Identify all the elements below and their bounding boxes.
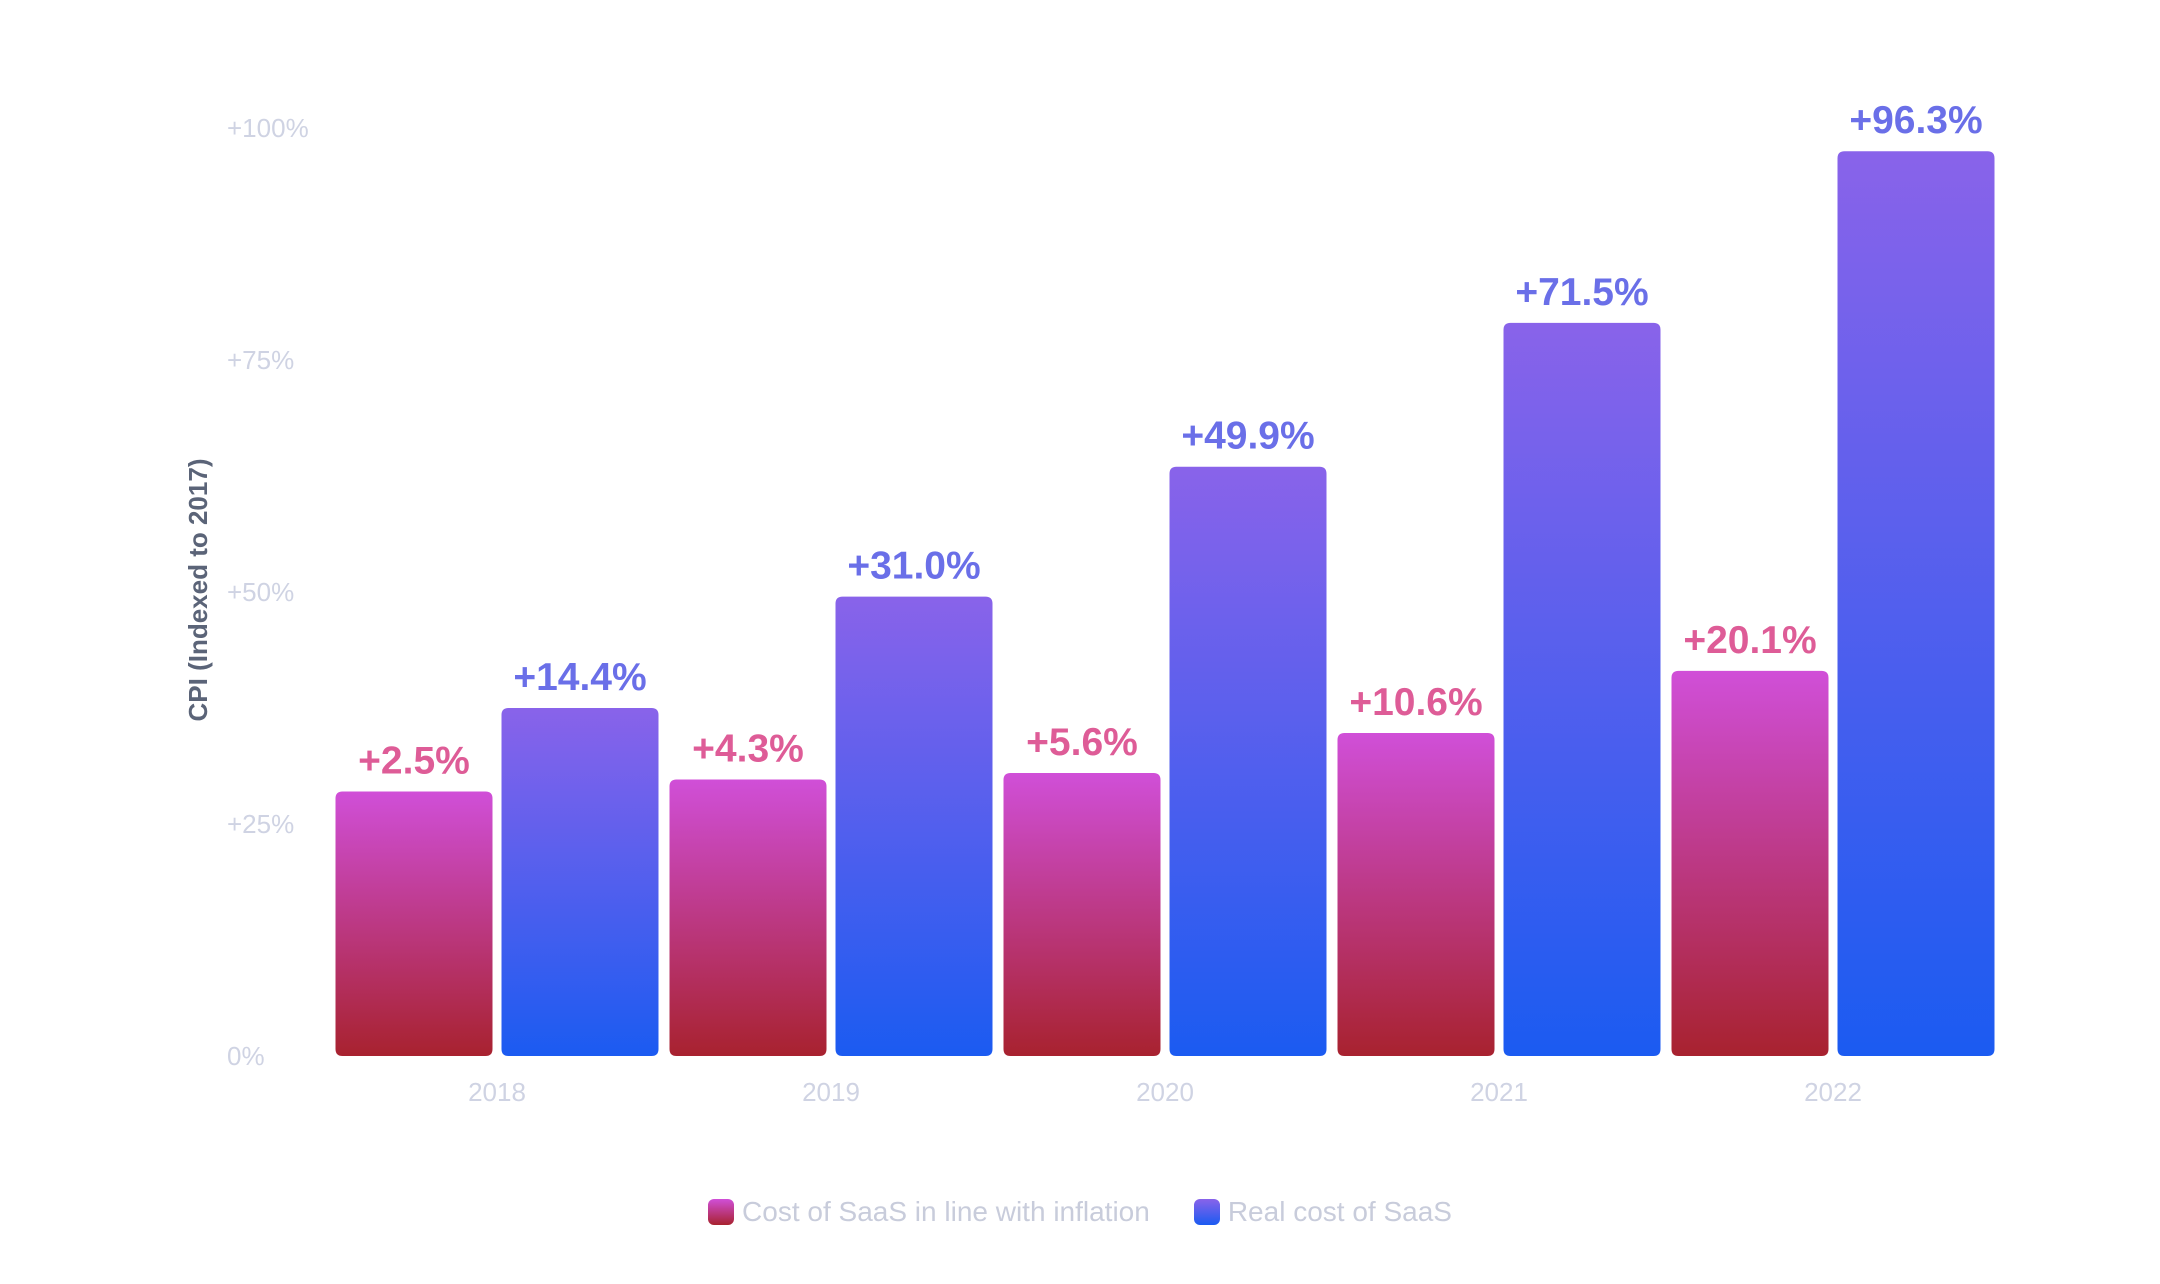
y-tick-label: +25% (227, 809, 294, 839)
legend-label-real-cost: Real cost of SaaS (1227, 1196, 1452, 1227)
bar-real-cost-2018[interactable] (501, 708, 659, 1056)
bar-inflation-2021[interactable] (1337, 733, 1495, 1056)
bar-inflation-2022[interactable] (1671, 670, 1829, 1056)
y-tick-label: +50% (227, 577, 294, 607)
x-tick-label: 2018 (468, 1077, 526, 1107)
value-labels: +2.5% +14.4% +4.3% +31.0% +5.6% +49.9% +10.6% +… (358, 99, 1983, 782)
data-label-inflation-2018: +2.5% (358, 740, 470, 783)
data-label-inflation-2022: +20.1% (1683, 619, 1816, 662)
data-label-inflation-2019: +4.3% (692, 727, 804, 770)
y-axis-label: CPI (Indexed to 2017) (183, 459, 213, 722)
bar-inflation-2018[interactable] (335, 791, 493, 1056)
data-label-real-cost-2019: +31.0% (847, 545, 980, 588)
bar-real-cost-2021[interactable] (1503, 322, 1661, 1056)
bar-inflation-2020[interactable] (1003, 772, 1161, 1056)
data-label-inflation-2020: +5.6% (1026, 721, 1138, 764)
data-label-inflation-2021: +10.6% (1349, 681, 1482, 724)
legend-swatch-inflation (708, 1199, 735, 1225)
x-tick-label: 2020 (1136, 1077, 1194, 1107)
bar-inflation-2019[interactable] (669, 779, 827, 1056)
data-label-real-cost-2022: +96.3% (1849, 99, 1982, 142)
legend: Cost of SaaS in line with inflation Real… (0, 1196, 2160, 1228)
y-axis-ticks: 0% +25% +50% +75% +100% (227, 113, 309, 1071)
x-tick-label: 2022 (1804, 1077, 1862, 1107)
x-axis-ticks: 2018 2019 2020 2021 2022 (468, 1077, 1862, 1107)
bars (335, 151, 1995, 1057)
y-tick-label: +100% (227, 113, 309, 143)
bar-real-cost-2020[interactable] (1169, 466, 1327, 1057)
y-tick-label: 0% (227, 1041, 265, 1071)
data-label-real-cost-2020: +49.9% (1181, 415, 1314, 458)
bar-real-cost-2019[interactable] (835, 596, 993, 1056)
legend-label-inflation: Cost of SaaS in line with inflation (742, 1196, 1150, 1227)
data-label-real-cost-2021: +71.5% (1515, 271, 1648, 314)
data-label-real-cost-2018: +14.4% (513, 656, 646, 699)
legend-swatch-real-cost (1193, 1199, 1220, 1225)
legend-item-real-cost[interactable]: Real cost of SaaS (1193, 1196, 1452, 1228)
x-tick-label: 2021 (1470, 1077, 1528, 1107)
legend-item-inflation[interactable]: Cost of SaaS in line with inflation (708, 1196, 1150, 1228)
y-tick-label: +75% (227, 345, 294, 375)
bar-real-cost-2022[interactable] (1837, 151, 1995, 1056)
x-tick-label: 2019 (802, 1077, 860, 1107)
